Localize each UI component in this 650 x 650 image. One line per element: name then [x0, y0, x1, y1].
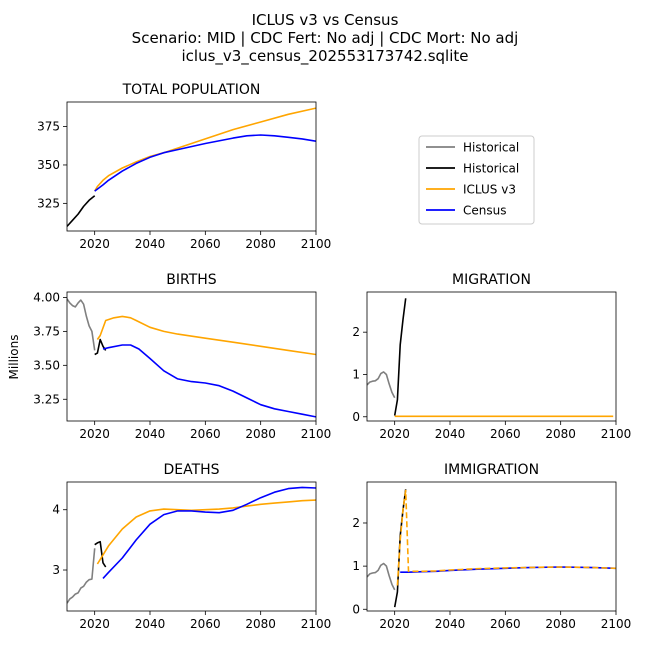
x-tick-label: 2060: [190, 237, 221, 251]
axes-frame: [366, 291, 617, 422]
x-tick-label: 2040: [135, 617, 166, 631]
x-tick-label: 2060: [490, 427, 521, 441]
x-tick-label: 2060: [190, 427, 221, 441]
series-line-historical-0: [367, 562, 396, 591]
y-tick-label: 350: [37, 158, 60, 172]
series-line-historical-0: [67, 298, 96, 351]
y-tick-label: 4: [52, 503, 60, 517]
y-tick-label: 1: [352, 367, 360, 381]
y-tick-label: 4.00: [33, 290, 60, 304]
x-tick-label: 2100: [601, 617, 632, 631]
x-tick-label: 2080: [245, 427, 276, 441]
x-tick-label: 2060: [490, 617, 521, 631]
legend-entry: Historical: [426, 141, 519, 155]
y-tick-label: 1: [352, 559, 360, 573]
series-line-census-2: [94, 134, 316, 192]
y-tick-label: 0: [352, 602, 360, 616]
series-line-census-3: [102, 344, 316, 418]
x-tick-label: 2020: [379, 617, 410, 631]
subplot-title: IMMIGRATION: [444, 462, 539, 478]
x-tick-label: 2040: [435, 617, 466, 631]
subplot-migration: 2020 2040 2060 2080 2100 0 1 2 MIGRATION: [352, 272, 631, 441]
legend-label: Historical: [463, 141, 519, 155]
figure-title-line2: Scenario: MID | CDC Fert: No adj | CDC M…: [132, 29, 519, 47]
x-tick-label: 2080: [245, 617, 276, 631]
y-tick-label: 3.50: [33, 358, 60, 372]
x-tick-label: 2040: [435, 427, 466, 441]
legend-frame: [418, 135, 535, 225]
subplot-total-population: 2020 2040 2060 2080 2100 325 350 375 TOTAL POPUL…: [37, 82, 331, 251]
subplot-immigration: 2020 2040 2060 2080 2100 0 1 2 IMMIGRATION: [352, 462, 631, 631]
axes-frame: [366, 481, 617, 612]
series-line-iclus-v3-3: [396, 489, 616, 586]
shared-y-axis-label: Millions: [7, 335, 21, 380]
y-tick-label: 3: [52, 563, 60, 577]
y-tick-label: 3.75: [33, 324, 60, 338]
series-line-historical-0: [67, 195, 96, 227]
subplot-title: BIRTHS: [166, 272, 217, 288]
axes-frame: [66, 291, 317, 422]
x-tick-label: 2040: [135, 237, 166, 251]
series-line-historical-1: [94, 540, 107, 568]
legend-label: Census: [463, 204, 506, 218]
y-tick-label: 325: [37, 196, 60, 210]
series-line-historical-1: [393, 298, 407, 416]
x-tick-label: 2100: [601, 427, 632, 441]
legend-entry: ICLUS v3: [426, 183, 516, 197]
axes-frame: [66, 101, 317, 232]
series-line-iclus-v3-2: [96, 499, 316, 565]
x-tick-label: 2040: [135, 427, 166, 441]
y-tick-label: 0: [352, 410, 360, 424]
subplot-title: DEATHS: [163, 462, 219, 478]
x-tick-label: 2020: [79, 427, 110, 441]
series-line-historical-0: [367, 371, 396, 399]
legend: Historical Historical ICLUS v3 Census: [418, 135, 535, 225]
series-line-iclus-v3-2: [96, 315, 316, 356]
x-tick-label: 2080: [545, 427, 576, 441]
subplot-title: MIGRATION: [452, 272, 531, 288]
legend-label: Historical: [463, 162, 519, 176]
figure-title-line3: iclus_v3_census_202553173742.sqlite: [181, 47, 468, 66]
legend-label: ICLUS v3: [463, 183, 516, 197]
x-tick-label: 2020: [79, 617, 110, 631]
series-line-census-3: [102, 486, 316, 579]
x-tick-label: 2020: [79, 237, 110, 251]
series-line-iclus-v3-1: [94, 107, 316, 192]
y-tick-label: 2: [352, 516, 360, 530]
x-tick-label: 2020: [379, 427, 410, 441]
axes-frame: [66, 481, 317, 612]
legend-entry: Historical: [426, 162, 519, 176]
x-tick-label: 2100: [301, 617, 332, 631]
x-tick-label: 2060: [190, 617, 221, 631]
legend-entry: Census: [426, 204, 506, 218]
y-tick-label: 3.25: [33, 392, 60, 406]
subplot-births: 2020 2040 2060 2080 2100 3.25 3.50 3.75 4.00 BIRT…: [33, 272, 331, 441]
x-tick-label: 2100: [301, 237, 332, 251]
subplot-title: TOTAL POPULATION: [122, 82, 261, 98]
subplot-deaths: 2020 2040 2060 2080 2100 3 4 DEATHS: [52, 462, 331, 631]
x-tick-label: 2080: [245, 237, 276, 251]
series-line-historical-0: [67, 548, 96, 604]
y-tick-label: 2: [352, 325, 360, 339]
x-tick-label: 2100: [301, 427, 332, 441]
figure-title-line1: ICLUS v3 vs Census: [252, 11, 399, 29]
series-line-historical-1: [94, 338, 107, 356]
x-tick-label: 2080: [545, 617, 576, 631]
y-tick-label: 375: [37, 120, 60, 134]
